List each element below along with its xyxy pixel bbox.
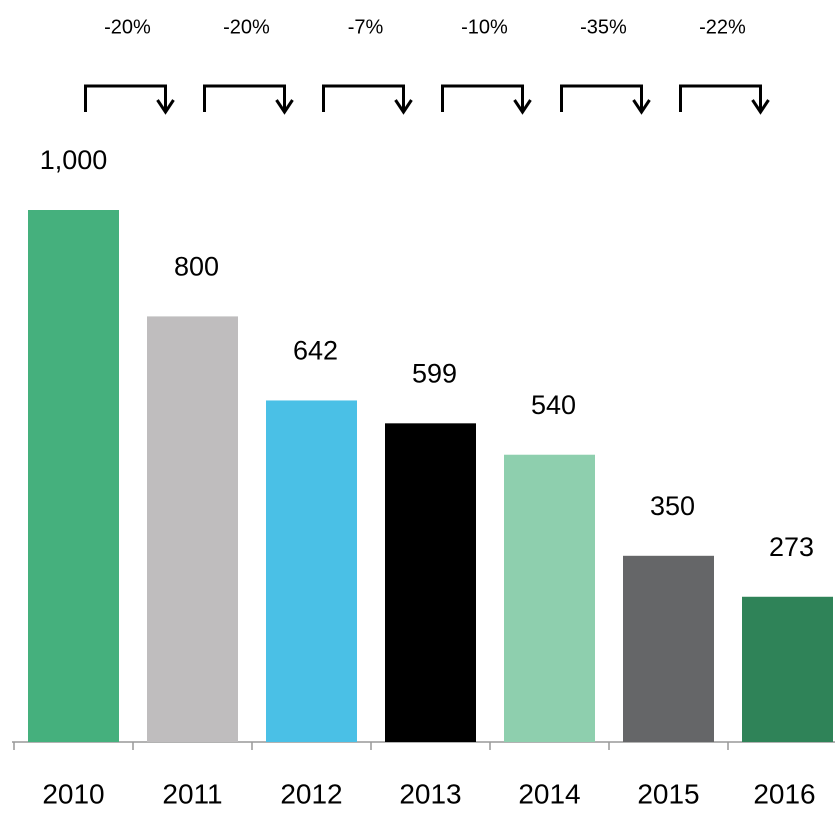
change-label: -20% bbox=[223, 16, 270, 38]
change-arrow bbox=[560, 84, 643, 112]
bar bbox=[742, 596, 833, 742]
x-tick-label: 2010 bbox=[42, 778, 104, 809]
value-label: 540 bbox=[531, 390, 576, 420]
bar bbox=[504, 454, 595, 742]
x-tick-label: 2016 bbox=[753, 778, 815, 809]
change-arrow bbox=[84, 84, 167, 112]
change-label: -7% bbox=[348, 16, 384, 38]
change-label: -20% bbox=[104, 16, 151, 38]
arrow-head bbox=[394, 99, 413, 115]
change-arrow bbox=[203, 84, 286, 112]
arrow-head bbox=[751, 99, 770, 115]
arrow-head bbox=[513, 99, 532, 115]
x-tick-label: 2014 bbox=[518, 778, 580, 809]
x-tick-label: 2011 bbox=[162, 778, 222, 809]
value-label: 350 bbox=[650, 491, 695, 521]
bar bbox=[623, 555, 714, 742]
change-arrow bbox=[441, 84, 524, 112]
change-arrow bbox=[322, 84, 405, 112]
bar bbox=[385, 423, 476, 742]
x-tick-label: 2015 bbox=[637, 778, 699, 809]
change-label: -22% bbox=[699, 16, 746, 38]
value-label: 273 bbox=[769, 532, 814, 562]
change-label: -10% bbox=[461, 16, 508, 38]
bar bbox=[28, 210, 119, 742]
change-arrow bbox=[679, 84, 762, 112]
value-label: 800 bbox=[174, 252, 219, 282]
x-tick-label: 2013 bbox=[399, 778, 461, 809]
arrow-head bbox=[156, 99, 175, 115]
change-label: -35% bbox=[580, 16, 627, 38]
value-label: 599 bbox=[412, 358, 457, 388]
x-tick-label: 2012 bbox=[280, 778, 342, 809]
value-label: 642 bbox=[293, 336, 338, 366]
arrow-head bbox=[275, 99, 294, 115]
bar bbox=[266, 400, 357, 742]
bar bbox=[147, 316, 238, 742]
value-label: 1,000 bbox=[40, 145, 108, 175]
arrow-head bbox=[632, 99, 651, 115]
